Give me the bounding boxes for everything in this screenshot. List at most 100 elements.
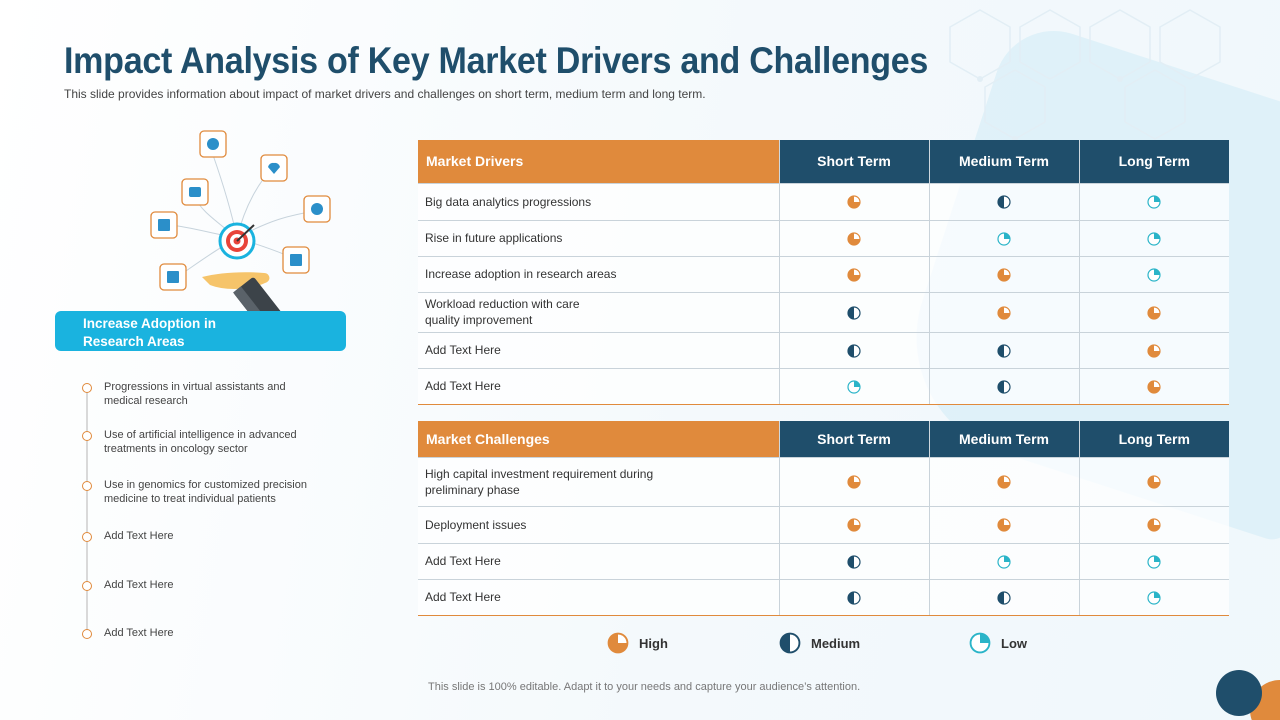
challenges-header-short-term: Short Term xyxy=(778,421,929,457)
row-label-text: High capital investment requirement duri… xyxy=(425,466,654,497)
impact-cell xyxy=(1078,291,1229,332)
half-pie-icon xyxy=(997,344,1011,358)
impact-cell xyxy=(778,331,929,368)
impact-cell xyxy=(928,542,1079,579)
timeline-dot xyxy=(82,532,92,542)
slide-subtitle: This slide provides information about im… xyxy=(64,87,706,101)
half-pie-icon xyxy=(847,591,861,605)
timeline-text: Add Text Here xyxy=(104,579,174,591)
impact-cell xyxy=(1078,542,1229,579)
impact-cell xyxy=(928,255,1079,292)
focus-banner-line-2: Research Areas xyxy=(83,334,185,349)
impact-cell xyxy=(1078,505,1229,543)
timeline-text: Use in genomics for customized precision… xyxy=(104,479,307,505)
table-row: Deployment issues xyxy=(418,505,1229,543)
focus-banner-line-1: Increase Adoption in xyxy=(83,316,217,331)
quarter-pie-icon xyxy=(1147,232,1161,246)
timeline-line xyxy=(86,384,88,634)
legend-medium-label: Medium xyxy=(811,635,861,651)
three-quarter-pie-icon xyxy=(997,268,1011,282)
three-quarter-pie-icon xyxy=(997,306,1011,320)
timeline-text: Add Text Here xyxy=(104,627,174,639)
three-quarter-pie-icon xyxy=(1147,475,1161,489)
quarter-pie-icon xyxy=(1147,268,1161,282)
quarter-pie-icon xyxy=(847,380,861,394)
timeline-text: Use of artificial intelligence in advanc… xyxy=(104,429,297,455)
half-pie-icon xyxy=(997,380,1011,394)
impact-cell xyxy=(778,456,929,506)
three-quarter-pie-icon xyxy=(847,268,861,282)
quarter-pie-icon xyxy=(1147,591,1161,605)
half-pie-icon xyxy=(847,555,861,569)
three-quarter-pie-icon xyxy=(847,232,861,246)
drivers-header-medium-term: Medium Term xyxy=(928,140,1079,183)
half-pie-icon xyxy=(779,632,801,654)
quarter-pie-icon xyxy=(997,232,1011,246)
quarter-pie-icon xyxy=(969,632,991,654)
row-label: Deployment issues xyxy=(418,505,779,543)
legend-low: Low xyxy=(969,632,1027,654)
challenges-header-label: Market Challenges xyxy=(418,421,779,457)
half-pie-icon xyxy=(847,344,861,358)
three-quarter-pie-icon xyxy=(997,475,1011,489)
impact-cell xyxy=(778,578,929,616)
drivers-header-label: Market Drivers xyxy=(418,140,779,183)
row-label: Add Text Here xyxy=(418,367,779,405)
table-header-row: Market Challenges Short Term Medium Term… xyxy=(418,421,1229,457)
impact-cell xyxy=(928,291,1079,332)
row-label: Add Text Here xyxy=(418,331,779,368)
quarter-pie-icon xyxy=(1147,555,1161,569)
impact-cell xyxy=(778,291,929,332)
impact-cell xyxy=(928,456,1079,506)
target-hand-illustration-icon xyxy=(150,130,331,350)
three-quarter-pie-icon xyxy=(997,518,1011,532)
timeline-dot xyxy=(82,581,92,591)
drivers-header-long-term: Long Term xyxy=(1078,140,1229,183)
impact-cell xyxy=(778,182,929,220)
impact-cell xyxy=(928,505,1079,543)
row-label: Add Text Here xyxy=(418,578,779,616)
impact-cell xyxy=(1078,219,1229,256)
half-pie-icon xyxy=(997,591,1011,605)
row-label-text: Workload reduction with care quality imp… xyxy=(425,297,580,327)
impact-cell xyxy=(778,542,929,579)
table-row: Add Text Here xyxy=(418,331,1229,368)
table-header-row: Market Drivers Short Term Medium Term Lo… xyxy=(418,140,1229,183)
table-row: Add Text Here xyxy=(418,367,1229,405)
row-label: Rise in future applications xyxy=(418,219,779,256)
three-quarter-pie-icon xyxy=(607,632,629,654)
impact-cell xyxy=(778,219,929,256)
slide-title: Impact Analysis of Key Market Drivers an… xyxy=(64,40,929,81)
timeline-dot xyxy=(82,383,92,393)
table-row: Big data analytics progressions xyxy=(418,182,1229,220)
row-label: Add Text Here xyxy=(418,542,779,579)
three-quarter-pie-icon xyxy=(1147,518,1161,532)
drivers-header-short-term: Short Term xyxy=(778,140,929,183)
corner-decoration-navy xyxy=(1216,670,1262,716)
legend-low-label: Low xyxy=(1001,635,1027,651)
timeline-dot xyxy=(82,629,92,639)
quarter-pie-icon xyxy=(997,555,1011,569)
impact-cell xyxy=(928,367,1079,405)
three-quarter-pie-icon xyxy=(1147,344,1161,358)
impact-cell xyxy=(1078,182,1229,220)
three-quarter-pie-icon xyxy=(847,518,861,532)
focus-banner: Increase Adoption in Research Areas xyxy=(55,311,346,351)
market-challenges-table: Market Challenges Short Term Medium Term… xyxy=(418,421,1229,616)
timeline-dot xyxy=(82,431,92,441)
table-row: High capital investment requirement duri… xyxy=(418,456,1229,506)
row-label: High capital investment requirement duri… xyxy=(418,456,779,506)
challenges-header-medium-term: Medium Term xyxy=(928,421,1079,457)
impact-cell xyxy=(1078,255,1229,292)
impact-cell xyxy=(1078,456,1229,506)
impact-cell xyxy=(928,219,1079,256)
table-row: Increase adoption in research areas xyxy=(418,255,1229,292)
impact-cell xyxy=(1078,578,1229,616)
half-pie-icon xyxy=(997,195,1011,209)
slide-footer: This slide is 100% editable. Adapt it to… xyxy=(428,681,861,693)
timeline-text: Progressions in virtual assistants and m… xyxy=(104,381,286,407)
challenges-header-long-term: Long Term xyxy=(1078,421,1229,457)
row-label: Big data analytics progressions xyxy=(418,182,779,220)
table-row: Workload reduction with care quality imp… xyxy=(418,291,1229,332)
impact-cell xyxy=(928,182,1079,220)
